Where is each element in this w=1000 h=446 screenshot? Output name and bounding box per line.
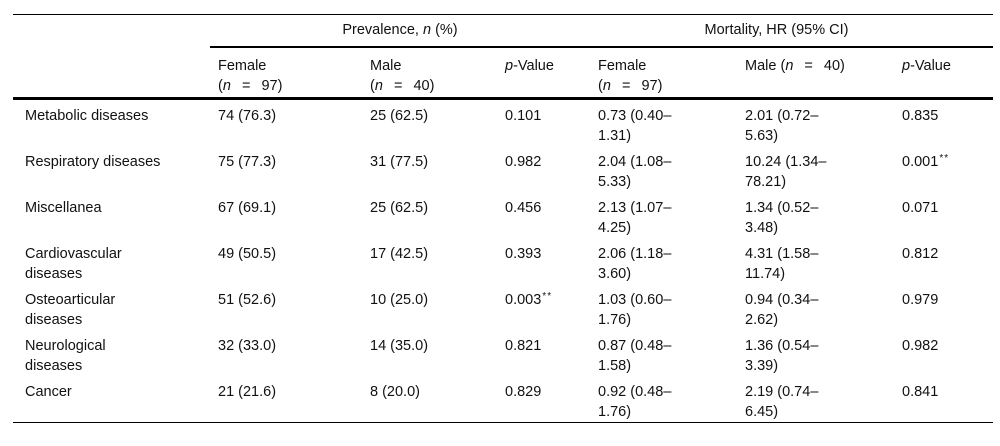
mort-male-cell: 0.94 (0.34– 2.62) [745, 292, 819, 328]
prev-female-cell: 74 (76.3) [218, 108, 277, 124]
prevalence-label-suffix: (%) [431, 22, 458, 39]
mortality-female-column-header: Female (n = 97) [590, 46, 738, 100]
significance-asterisks: ** [542, 291, 553, 302]
prev-male-cell: 31 (77.5) [370, 154, 429, 170]
mort-pvalue-cell: 0.071 [902, 200, 939, 216]
mortality-spanner-header: Mortality, HR (95% CI) [590, 14, 994, 48]
male-label: Male [370, 57, 402, 74]
prev-male-cell: 25 (62.5) [370, 108, 429, 124]
prev-male-cell: 8 (20.0) [362, 376, 497, 423]
corner-cell [13, 15, 210, 47]
mort-pvalue-cell: 0.841 [894, 376, 994, 423]
prev-female-cell: 67 (69.1) [218, 200, 277, 216]
mort-male-cell: 10.24 (1.34– 78.21) [745, 154, 827, 190]
prevalence-male-column-header: Male (n = 40) [362, 46, 497, 100]
table-row-cancer: Cancer 21 (21.6) 8 (20.0) 0.829 0.92 (0.… [13, 376, 994, 423]
table-row-miscellanea: Miscellanea 67 (69.1) 25 (62.5) 0.456 2.… [13, 192, 993, 238]
table-row-neurological: Neurological diseases 32 (33.0) 14 (35.0)… [13, 330, 993, 376]
prev-pvalue-cell: 0.821 [505, 338, 542, 354]
mort-pvalue-cell: 0.979 [902, 292, 939, 308]
disease-cell: Osteoarticular diseases [25, 292, 116, 328]
mort-male-cell: 1.36 (0.54– 3.39) [745, 338, 819, 374]
disease-cell: Cardiovascular diseases [25, 246, 122, 282]
disease-column-header [13, 46, 210, 100]
mort-female-cell: 0.87 (0.48– 1.58) [598, 338, 672, 374]
mort-female-cell: 2.04 (1.08– 5.33) [598, 154, 672, 190]
prev-male-cell: 17 (42.5) [370, 246, 429, 262]
disease-cell: Neurological diseases [25, 338, 106, 374]
prev-pvalue-cell: 0.393 [505, 246, 542, 262]
mort-male-cell: 2.19 (0.74– 6.45) [737, 376, 895, 423]
mort-female-cell: 0.73 (0.40– 1.31) [598, 108, 672, 144]
column-header-row: Female (n = 97) Male (n = 40) p-Value Fe… [13, 46, 994, 100]
mortality-pvalue-column-header: p-Value [894, 46, 994, 100]
female-label: Female [598, 57, 647, 74]
table-row-osteoarticular: Osteoarticular diseases 51 (52.6) 10 (25.… [13, 284, 993, 330]
mort-female-cell: 1.03 (0.60– 1.76) [598, 292, 672, 328]
prev-female-cell: 51 (52.6) [218, 292, 277, 308]
prevalence-label: Prevalence, [342, 22, 423, 39]
mort-male-cell: 2.01 (0.72– 5.63) [745, 108, 819, 144]
disease-cell: Miscellanea [25, 200, 102, 216]
prev-male-cell: 14 (35.0) [370, 338, 429, 354]
spanner-header-row: Prevalence, n (%) Mortality, HR (95% CI) [13, 14, 994, 48]
n-italic: n [602, 77, 611, 94]
disease-cell: Cancer [13, 376, 210, 423]
mortality-male-column-header: Male (n = 40) [737, 46, 895, 100]
mort-male-cell: 1.34 (0.52– 3.48) [745, 200, 819, 236]
p-italic: p [505, 57, 514, 74]
prev-female-cell: 75 (77.3) [218, 154, 277, 170]
n-italic: n [374, 77, 383, 94]
mort-pvalue-cell: 0.812 [902, 246, 939, 262]
table-row-metabolic: Metabolic diseases 74 (76.3) 25 (62.5) 0… [13, 99, 993, 147]
table-row-respiratory: Respiratory diseases 75 (77.3) 31 (77.5)… [13, 146, 993, 192]
prev-pvalue-cell: 0.829 [497, 376, 591, 423]
prev-female-cell: 32 (33.0) [218, 338, 277, 354]
mort-female-cell: 0.92 (0.48– 1.76) [590, 376, 738, 423]
p-italic: p [902, 57, 911, 74]
prev-pvalue-cell: 0.982 [505, 154, 542, 170]
prev-pvalue-cell: 0.101 [505, 108, 542, 124]
n-italic: n [785, 57, 794, 74]
prevalence-spanner-header: Prevalence, n (%) [210, 14, 591, 48]
mort-female-cell: 2.06 (1.18– 3.60) [598, 246, 672, 282]
prev-female-cell: 21 (21.6) [210, 376, 362, 423]
female-label: Female [218, 57, 267, 74]
prevalence-female-column-header: Female (n = 97) [210, 46, 362, 100]
prev-male-cell: 25 (62.5) [370, 200, 429, 216]
mortality-label: Mortality, HR (95% CI) [704, 22, 849, 39]
male-label: Male [745, 57, 781, 74]
mort-female-cell: 2.13 (1.07– 4.25) [598, 200, 672, 236]
prev-pvalue-cell: 0.456 [505, 200, 542, 216]
prevalence-n-italic: n [422, 22, 432, 39]
prev-female-cell: 49 (50.5) [218, 246, 277, 262]
significance-asterisks: ** [939, 153, 950, 164]
prev-pvalue-cell: 0.003** [505, 291, 553, 308]
prevalence-pvalue-column-header: p-Value [497, 46, 591, 100]
mort-male-cell: 4.31 (1.58– 11.74) [745, 246, 819, 282]
mort-pvalue-cell: 0.001** [902, 153, 950, 170]
mort-pvalue-cell: 0.835 [902, 108, 939, 124]
prev-male-cell: 10 (25.0) [370, 292, 429, 308]
comorbidity-prevalence-mortality-table: Prevalence, n (%) Mortality, HR (95% CI)… [13, 14, 994, 423]
disease-cell: Respiratory diseases [25, 154, 161, 170]
disease-cell: Metabolic diseases [25, 108, 149, 124]
mort-pvalue-cell: 0.982 [902, 338, 939, 354]
table-row-cardiovascular: Cardiovascular diseases 49 (50.5) 17 (42.… [13, 238, 993, 284]
n-italic: n [222, 77, 231, 94]
